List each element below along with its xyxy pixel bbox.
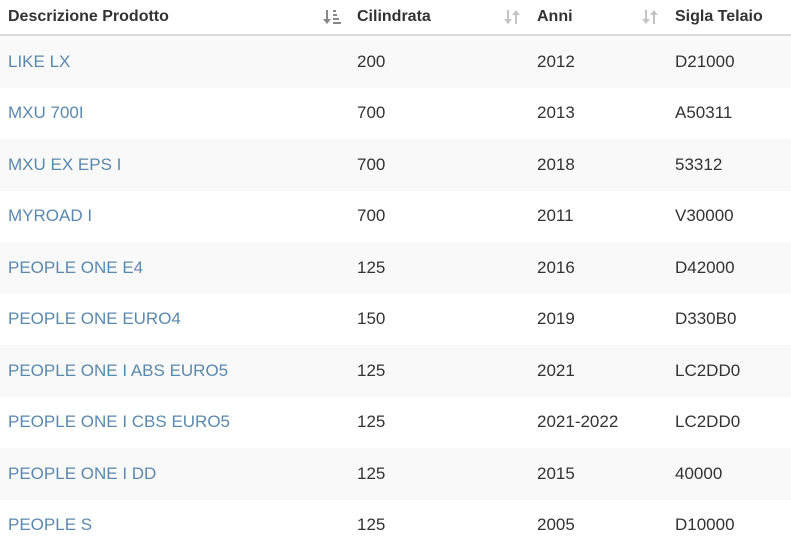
sigla-telaio-cell: LC2DD0 [667,397,791,449]
anni-cell: 2013 [529,88,667,140]
column-header-label: Cilindrata [357,8,431,25]
product-link[interactable]: PEOPLE ONE I DD [8,464,156,483]
table-row: LIKE LX 200 2012 D21000 [0,35,791,88]
product-link[interactable]: PEOPLE ONE I ABS EURO5 [8,361,228,380]
table-row: PEOPLE ONE E4 125 2016 D42000 [0,242,791,294]
product-cell: LIKE LX [0,35,349,88]
product-cell: MXU 700I [0,88,349,140]
sigla-telaio-cell: LC2DD0 [667,345,791,397]
anni-cell: 2021-2022 [529,397,667,449]
cilindrata-cell: 700 [349,191,529,243]
product-cell: PEOPLE ONE I ABS EURO5 [0,345,349,397]
cilindrata-cell: 150 [349,294,529,346]
table-body: LIKE LX 200 2012 D21000 MXU 700I 700 201… [0,35,791,551]
table-row: MXU 700I 700 2013 A50311 [0,88,791,140]
anni-cell: 2018 [529,139,667,191]
product-link[interactable]: PEOPLE ONE EURO4 [8,309,181,328]
product-cell: MYROAD I [0,191,349,243]
column-header-label: Anni [537,8,573,25]
cilindrata-cell: 125 [349,397,529,449]
sigla-telaio-cell: 40000 [667,448,791,500]
cilindrata-cell: 125 [349,500,529,551]
table-row: MXU EX EPS I 700 2018 53312 [0,139,791,191]
column-header-descrizione[interactable]: Descrizione Prodotto [0,0,349,35]
anni-cell: 2019 [529,294,667,346]
table-row: PEOPLE ONE EURO4 150 2019 D330B0 [0,294,791,346]
product-link[interactable]: MXU EX EPS I [8,155,121,174]
sigla-telaio-cell: 53312 [667,139,791,191]
product-cell: PEOPLE ONE I DD [0,448,349,500]
product-cell: MXU EX EPS I [0,139,349,191]
table-row: PEOPLE ONE I DD 125 2015 40000 [0,448,791,500]
anni-cell: 2016 [529,242,667,294]
table-header: Descrizione Prodotto Cilindrata [0,0,791,35]
header-row: Descrizione Prodotto Cilindrata [0,0,791,35]
column-header-cilindrata[interactable]: Cilindrata [349,0,529,35]
anni-cell: 2011 [529,191,667,243]
product-link[interactable]: LIKE LX [8,52,70,71]
sort-active-icon[interactable] [323,8,341,26]
sigla-telaio-cell: D21000 [667,35,791,88]
product-link[interactable]: PEOPLE S [8,515,92,534]
cilindrata-cell: 125 [349,242,529,294]
sigla-telaio-cell: D42000 [667,242,791,294]
anni-cell: 2005 [529,500,667,551]
table-row: PEOPLE S 125 2005 D10000 [0,500,791,551]
table-row: MYROAD I 700 2011 V30000 [0,191,791,243]
cilindrata-cell: 700 [349,88,529,140]
product-cell: PEOPLE ONE I CBS EURO5 [0,397,349,449]
sort-icon[interactable] [641,8,659,26]
table-row: PEOPLE ONE I ABS EURO5 125 2021 LC2DD0 [0,345,791,397]
product-cell: PEOPLE S [0,500,349,551]
product-cell: PEOPLE ONE EURO4 [0,294,349,346]
product-link[interactable]: MYROAD I [8,206,92,225]
column-header-label: Descrizione Prodotto [8,8,169,25]
sort-icon[interactable] [503,8,521,26]
sigla-telaio-cell: D10000 [667,500,791,551]
sigla-telaio-cell: V30000 [667,191,791,243]
column-header-anni[interactable]: Anni [529,0,667,35]
product-link[interactable]: PEOPLE ONE I CBS EURO5 [8,412,230,431]
column-header-label: Sigla Telaio [675,8,763,25]
product-link[interactable]: PEOPLE ONE E4 [8,258,143,277]
anni-cell: 2015 [529,448,667,500]
product-link[interactable]: MXU 700I [8,103,84,122]
anni-cell: 2012 [529,35,667,88]
table-row: PEOPLE ONE I CBS EURO5 125 2021-2022 LC2… [0,397,791,449]
cilindrata-cell: 125 [349,448,529,500]
cilindrata-cell: 700 [349,139,529,191]
cilindrata-cell: 200 [349,35,529,88]
sigla-telaio-cell: D330B0 [667,294,791,346]
sigla-telaio-cell: A50311 [667,88,791,140]
product-cell: PEOPLE ONE E4 [0,242,349,294]
column-header-sigla-telaio[interactable]: Sigla Telaio [667,0,791,35]
anni-cell: 2021 [529,345,667,397]
cilindrata-cell: 125 [349,345,529,397]
